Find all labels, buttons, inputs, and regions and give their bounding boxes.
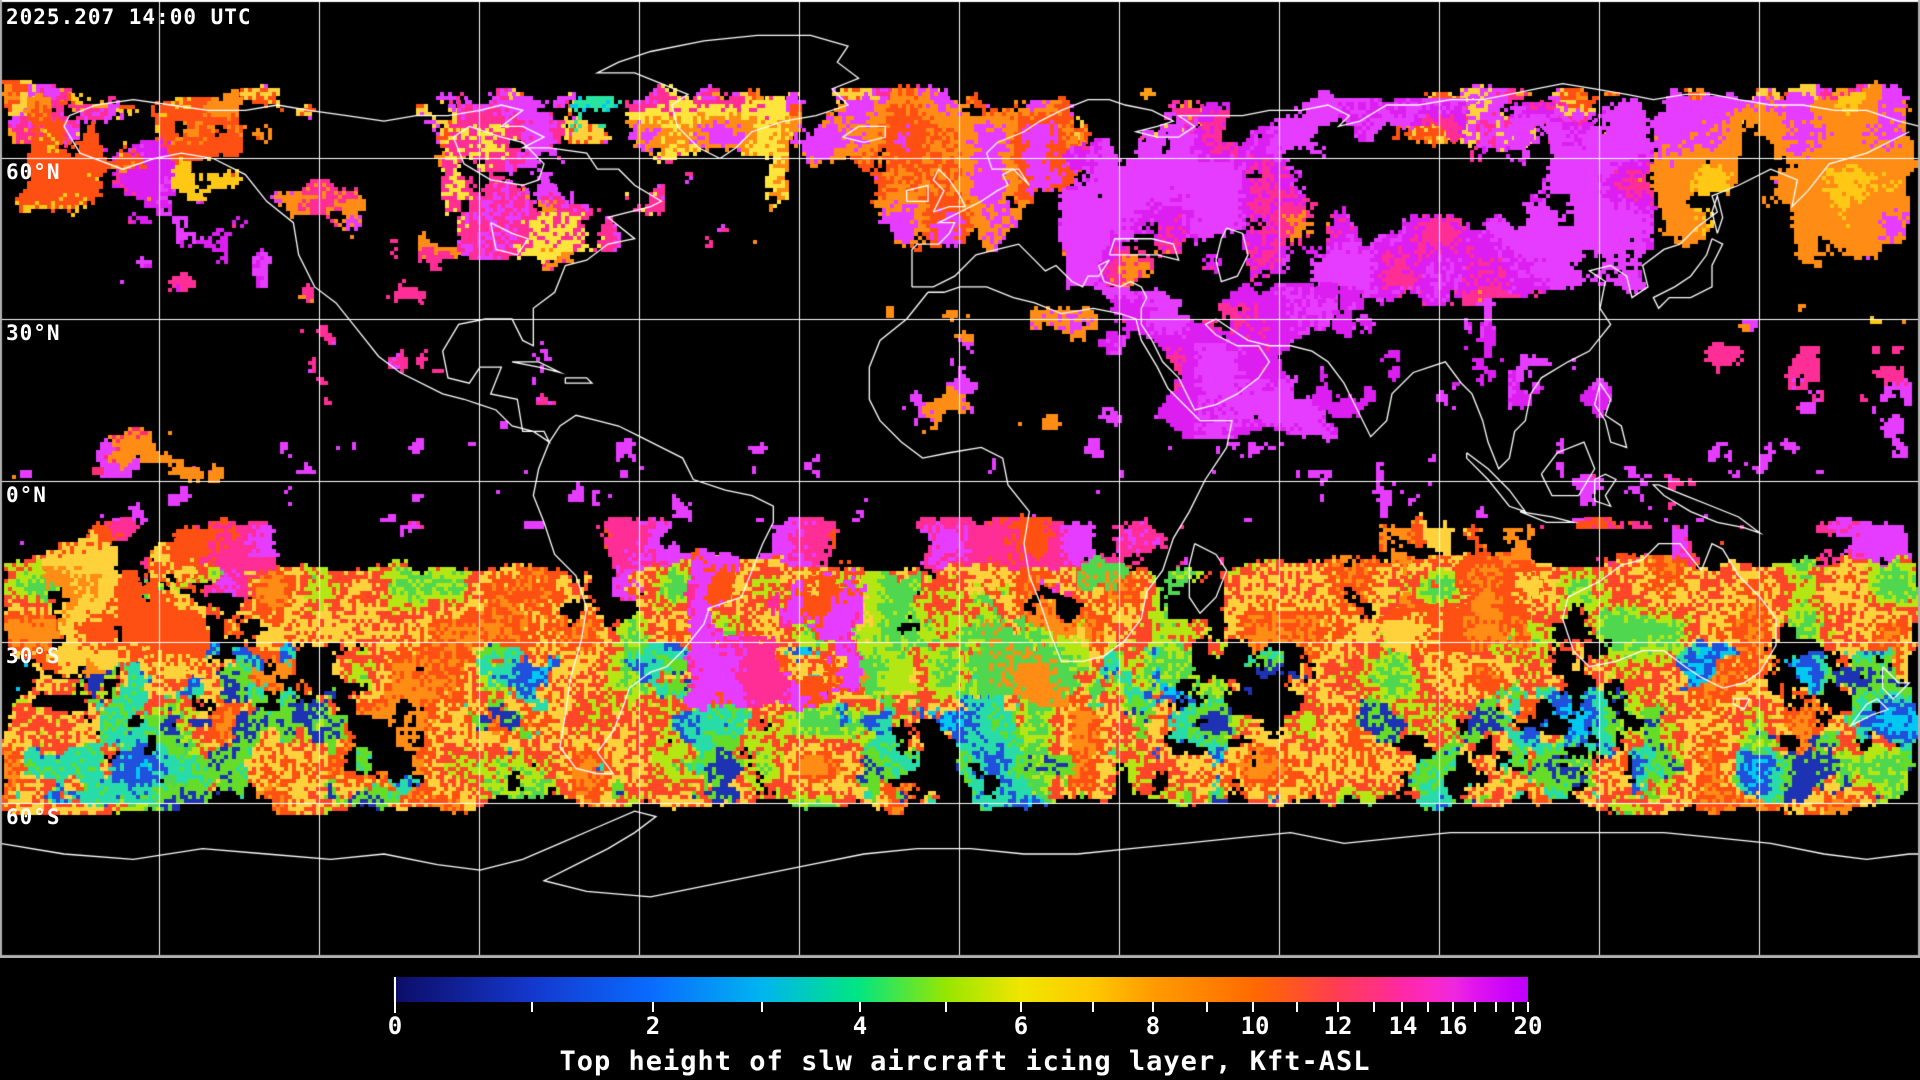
colorbar-tick-label: 6 <box>1013 1012 1029 1040</box>
latitude-label: 30°N <box>6 321 61 345</box>
icing-data-canvas <box>0 0 1920 958</box>
colorbar-tick <box>1474 1002 1476 1012</box>
colorbar-tick-label: 14 <box>1388 1012 1418 1040</box>
colorbar-tick <box>652 1002 654 1012</box>
colorbar-tick-label: 0 <box>387 1012 403 1040</box>
colorbar-tick <box>394 977 396 1013</box>
colorbar-tick-label: 2 <box>645 1012 661 1040</box>
chart-title: Top height of slw aircraft icing layer, … <box>559 1046 1371 1077</box>
latitude-label: 60°S <box>6 805 61 829</box>
latitude-label: 60°N <box>6 160 61 184</box>
latitude-label: 30°S <box>6 644 61 668</box>
colorbar-tick <box>1427 1002 1429 1012</box>
colorbar-tick <box>1020 1002 1022 1012</box>
colorbar-tick <box>1296 1002 1298 1012</box>
colorbar-tick <box>945 1002 947 1012</box>
colorbar-tick-label: 8 <box>1145 1012 1161 1040</box>
colorbar-tick <box>1206 1002 1208 1012</box>
colorbar-tick-label: 20 <box>1513 1012 1543 1040</box>
colorbar-tick-label: 16 <box>1438 1012 1468 1040</box>
colorbar-tick <box>1452 1002 1454 1012</box>
colorbar-tick <box>531 1002 533 1012</box>
colorbar-tick <box>1527 1002 1529 1012</box>
colorbar-tick <box>1252 1002 1254 1012</box>
colorbar-tick-label: 10 <box>1240 1012 1270 1040</box>
colorbar-tick <box>859 1002 861 1012</box>
colorbar-tick <box>761 1002 763 1012</box>
colorbar-tick <box>1337 1002 1339 1012</box>
colorbar-tick-label: 12 <box>1323 1012 1353 1040</box>
colorbar <box>393 977 1529 1013</box>
colorbar-tick <box>1092 1002 1094 1012</box>
latitude-label: 0°N <box>6 483 47 507</box>
colorbar-tick <box>1512 1002 1514 1012</box>
colorbar-tick <box>1401 1002 1403 1012</box>
colorbar-tick <box>1495 1002 1497 1012</box>
colorbar-tick-label: 4 <box>852 1012 868 1040</box>
colorbar-tick <box>1373 1002 1375 1012</box>
colorbar-gradient <box>393 977 1528 1002</box>
colorbar-tick <box>1152 1002 1154 1012</box>
timestamp-label: 2025.207 14:00 UTC <box>6 5 252 29</box>
